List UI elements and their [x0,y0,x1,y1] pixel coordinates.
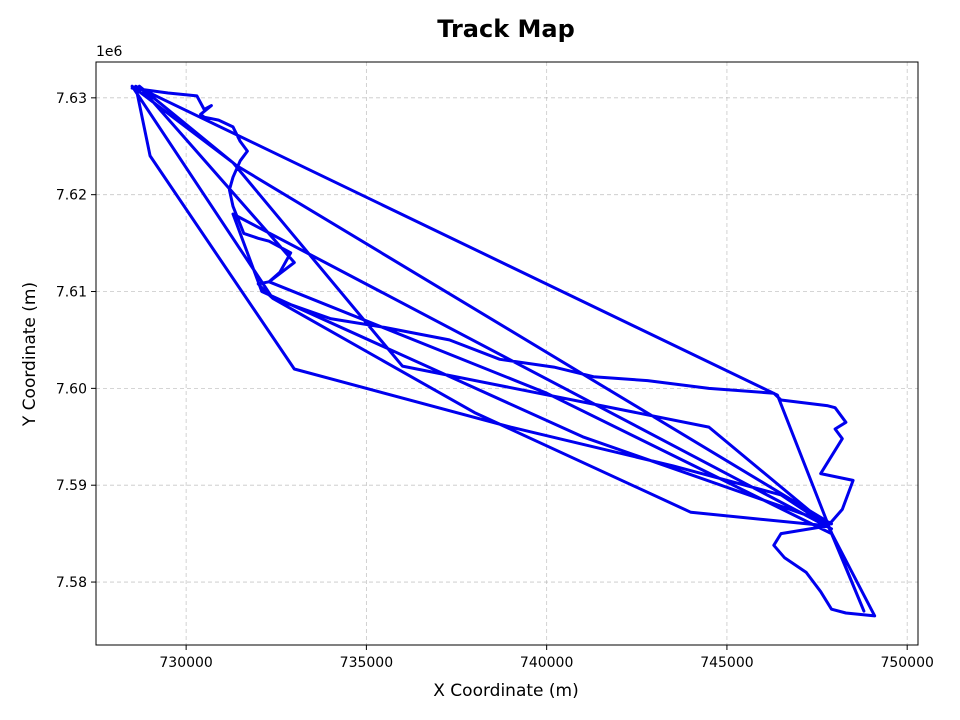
y-tick-label: 7.59 [56,478,87,494]
y-tick-label: 7.62 [56,188,87,204]
x-tick-label: 730000 [159,655,212,671]
y-tick-label: 7.63 [56,91,87,107]
y-tick-label: 7.60 [56,381,87,397]
x-tick-label: 745000 [700,655,753,671]
y-axis-offset-label: 1e6 [96,44,123,60]
x-tick-label: 750000 [880,655,933,671]
chart-title: Track Map [437,15,575,43]
x-tick-label: 735000 [340,655,393,671]
plot-frame [95,61,919,646]
y-tick-label: 7.61 [56,285,87,301]
y-axis-ticks: 7.58 7.59 7.60 7.61 7.62 7.63 [56,91,96,591]
track-series [130,84,877,618]
x-axis-label: X Coordinate (m) [433,681,578,701]
y-tick-label: 7.58 [56,575,87,591]
y-axis-label: Y Coordinate (m) [20,282,40,427]
grid-lines [96,62,918,645]
x-tick-label: 740000 [520,655,573,671]
x-axis-ticks: 730000 735000 740000 745000 750000 [159,645,934,671]
track-line [130,84,877,618]
